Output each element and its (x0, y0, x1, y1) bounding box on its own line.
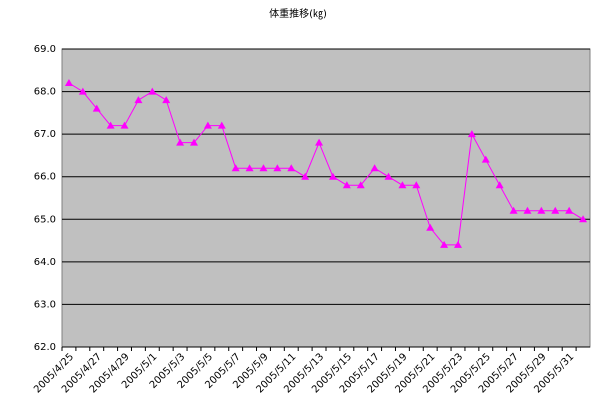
data-point (523, 206, 532, 214)
data-point (259, 164, 268, 172)
data-point (245, 164, 254, 172)
data-point (579, 215, 588, 223)
data-point (148, 87, 157, 95)
data-point (203, 121, 212, 129)
y-tick-label: 67.0 (34, 129, 56, 140)
data-point (315, 138, 324, 146)
data-point (273, 164, 282, 172)
data-point (467, 130, 476, 138)
data-point (426, 223, 435, 231)
data-point (78, 87, 87, 95)
y-tick-label: 68.0 (34, 87, 56, 98)
data-point (537, 206, 546, 214)
data-point (440, 240, 449, 248)
data-point (412, 181, 421, 189)
data-point (162, 96, 171, 104)
data-point (134, 96, 143, 104)
data-point (370, 164, 379, 172)
data-point (106, 121, 115, 129)
data-point (176, 138, 185, 146)
data-point (356, 181, 365, 189)
data-point (565, 206, 574, 214)
data-point (231, 164, 240, 172)
y-tick-label: 66.0 (34, 172, 56, 183)
plot-area (61, 48, 591, 348)
chart-title: 体重推移(㎏) (269, 7, 327, 20)
y-tick-label: 64.0 (34, 257, 56, 268)
data-point (384, 172, 393, 180)
data-point (301, 172, 310, 180)
y-tick-label: 69.0 (34, 44, 56, 55)
data-point (64, 79, 73, 87)
data-point (398, 181, 407, 189)
data-point (120, 121, 129, 129)
data-point (190, 138, 198, 146)
data-point (509, 206, 518, 214)
data-point (551, 206, 560, 214)
data-point (217, 121, 226, 129)
data-point (342, 181, 351, 189)
data-point (454, 240, 462, 248)
data-point (481, 155, 490, 163)
data-point (287, 164, 296, 172)
y-tick-label: 63.0 (34, 299, 56, 310)
data-point (328, 172, 337, 180)
y-tick-label: 62.0 (34, 342, 56, 353)
y-tick-label: 65.0 (34, 214, 56, 225)
data-point (92, 104, 101, 112)
data-point (495, 181, 504, 189)
